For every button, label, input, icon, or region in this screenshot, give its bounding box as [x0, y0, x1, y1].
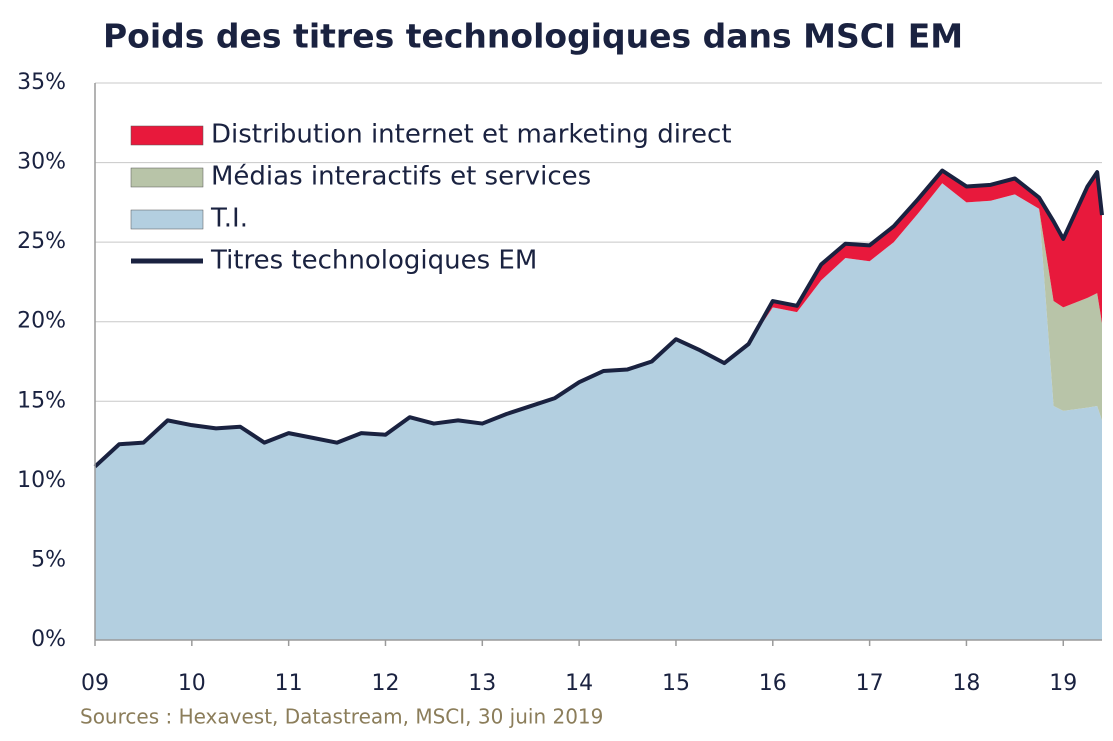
y-tick-label: 15% [17, 388, 66, 413]
x-tick-label: 09 [81, 671, 109, 696]
legend-label: Titres technologiques EM [210, 246, 537, 276]
x-tick-label: 18 [952, 671, 980, 696]
y-tick-label: 10% [17, 468, 66, 493]
chart-title: Poids des titres technologiques dans MSC… [103, 17, 963, 56]
legend-label: Distribution internet et marketing direc… [211, 120, 732, 150]
x-tick-label: 16 [759, 671, 787, 696]
x-tick-label: 10 [178, 671, 206, 696]
y-tick-label: 35% [17, 70, 66, 95]
y-tick-label: 5% [31, 547, 66, 572]
y-tick-label: 30% [17, 150, 66, 175]
source-note: Sources : Hexavest, Datastream, MSCI, 30… [80, 705, 603, 729]
legend-swatch [130, 125, 204, 146]
line [93, 168, 1104, 469]
y-tick-label: 20% [17, 309, 66, 334]
x-tick-label: 17 [856, 671, 884, 696]
legend-label: T.I. [210, 204, 248, 234]
x-tick-label: 14 [565, 671, 593, 696]
legend-swatch [130, 209, 204, 230]
legend-label: Médias interactifs et services [211, 162, 591, 192]
x-tick-label: 15 [662, 671, 690, 696]
x-tick-label: 11 [275, 671, 303, 696]
y-tick-label: 25% [17, 229, 66, 254]
legend-swatch [130, 167, 204, 188]
y-tick-label: 0% [31, 627, 66, 652]
area [95, 183, 1102, 640]
x-tick-label: 13 [468, 671, 496, 696]
x-tick-label: 19 [1049, 671, 1077, 696]
x-tick-label: 12 [371, 671, 399, 696]
